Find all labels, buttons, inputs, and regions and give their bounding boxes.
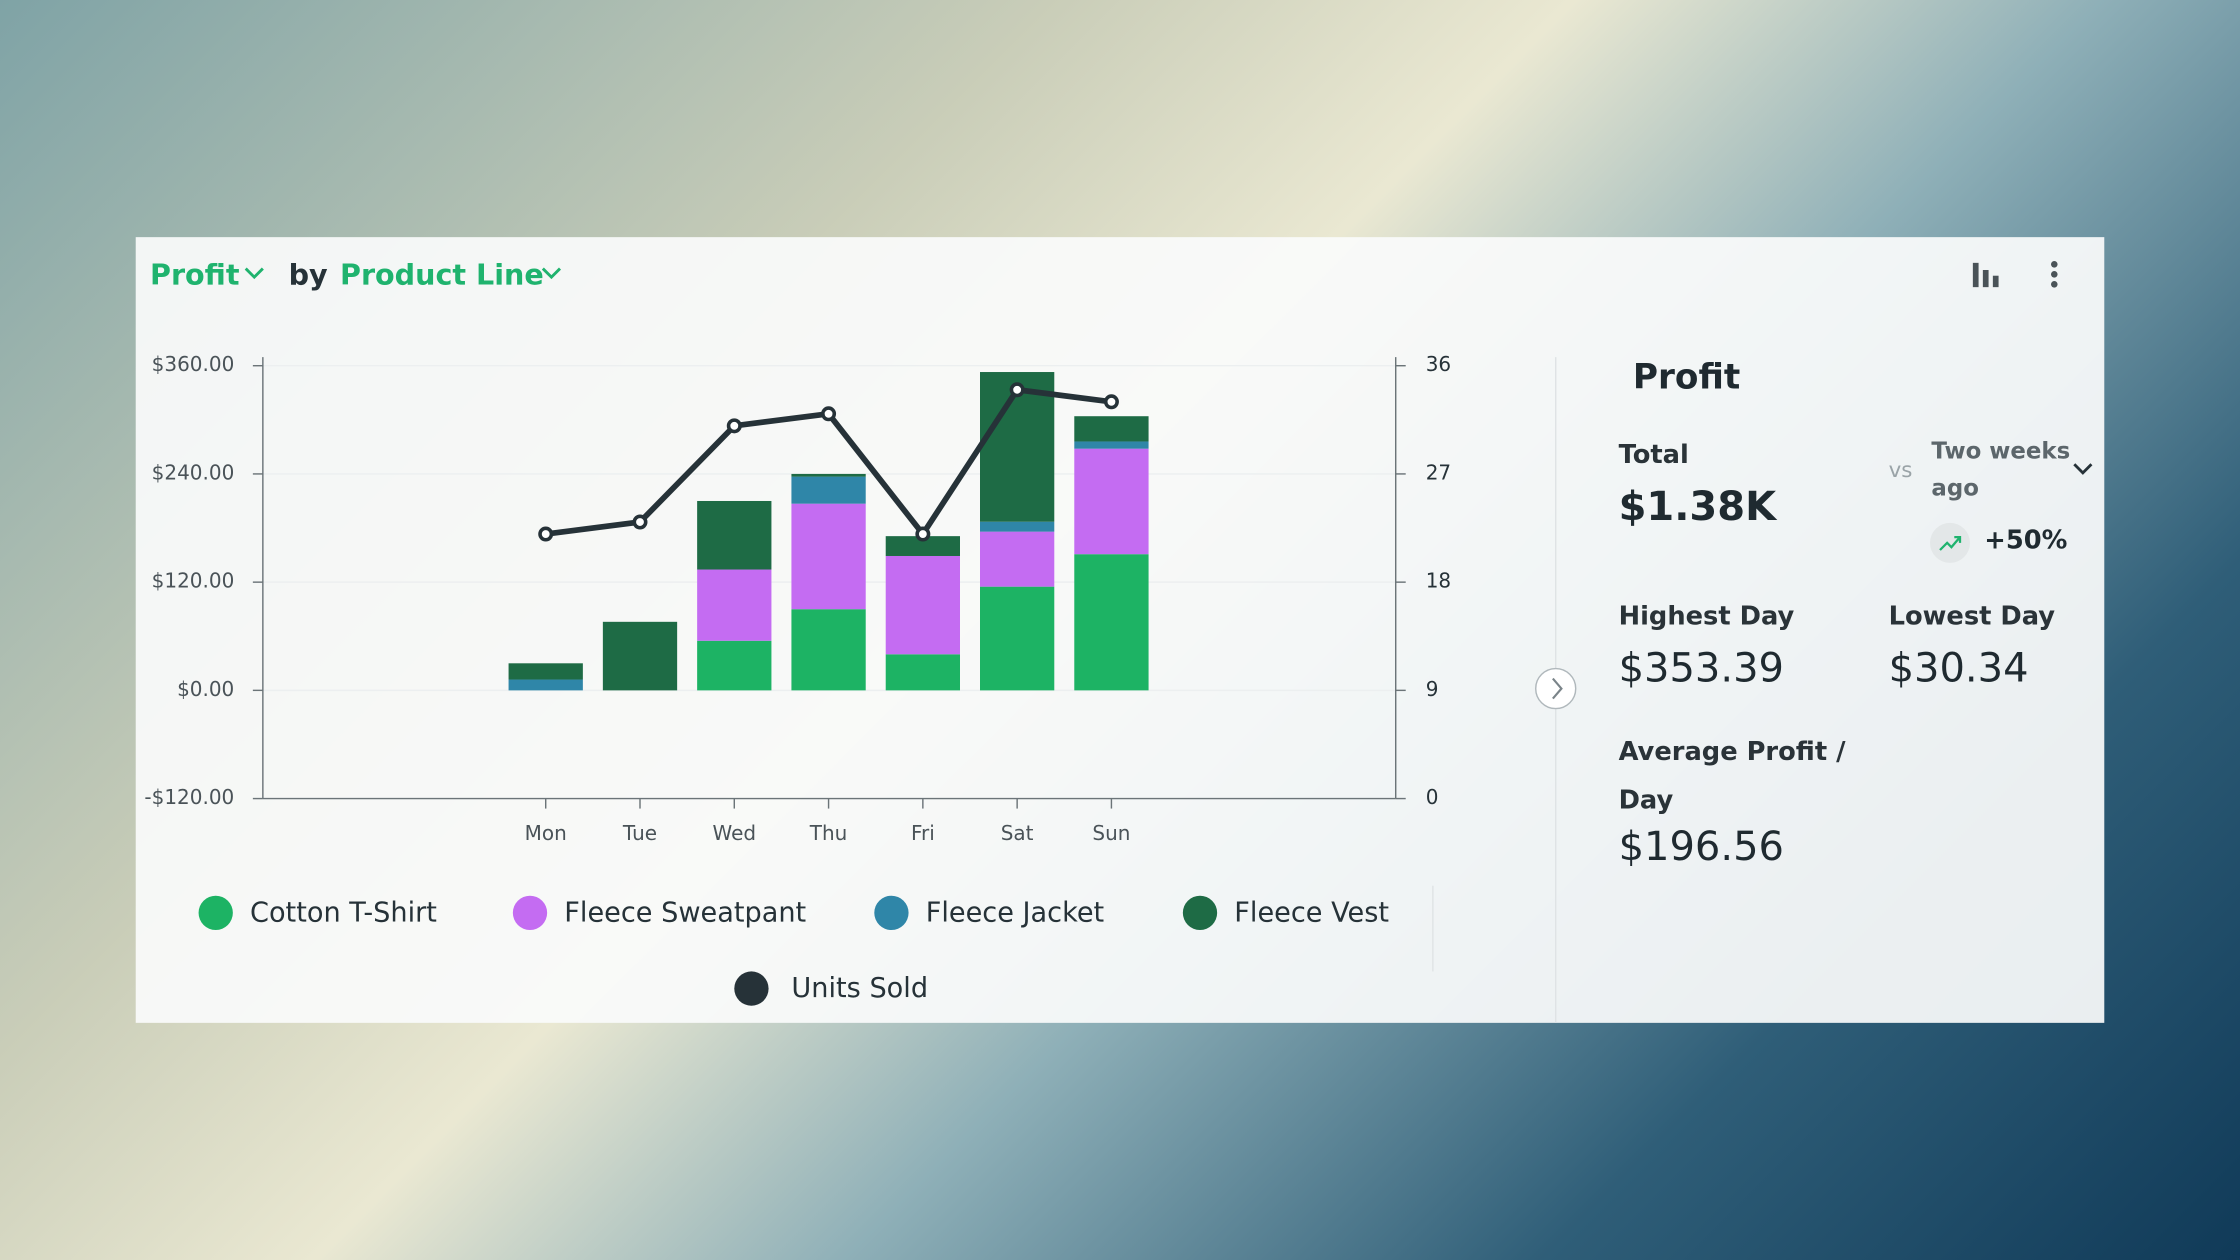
- bar: [508, 679, 583, 691]
- y2-tick-label: 18: [1426, 569, 1451, 593]
- bar: [697, 569, 772, 641]
- legend-label: Fleece Jacket: [925, 897, 1105, 929]
- y-tick-label: $240.00: [152, 460, 235, 484]
- bar: [885, 654, 960, 691]
- bar: [602, 621, 678, 691]
- bar: [979, 586, 1055, 691]
- y-tick-label: $120.00: [152, 569, 235, 593]
- line-point: [632, 514, 648, 530]
- bar: [1074, 448, 1149, 555]
- x-tick-label: Sun: [1092, 821, 1130, 845]
- by-label: by: [288, 257, 328, 292]
- total-label: Total: [1618, 439, 1689, 470]
- trend-badge: [1929, 522, 1970, 563]
- bar: [979, 521, 1055, 532]
- bar: [791, 476, 866, 504]
- legend-label: Cotton T-Shirt: [249, 897, 437, 929]
- legend-swatch: [512, 895, 548, 930]
- x-tick-label: Fri: [911, 821, 935, 845]
- y2-tick-label: 36: [1426, 352, 1451, 376]
- expand-button[interactable]: [1534, 667, 1577, 710]
- compare-select[interactable]: Two weeks ago: [1931, 437, 2071, 502]
- legend-label: Fleece Vest: [1234, 897, 1390, 929]
- x-tick-label: Tue: [622, 821, 657, 845]
- legend-label: Fleece Sweatpant: [564, 897, 807, 929]
- x-tick-label: Wed: [712, 821, 756, 845]
- legend-item[interactable]: Fleece Jacket: [874, 895, 1105, 930]
- line-point: [538, 526, 554, 542]
- legend-label: Units Sold: [791, 972, 929, 1005]
- bar: [1074, 416, 1149, 442]
- bar: [979, 531, 1055, 587]
- x-tick-label: Mon: [525, 821, 567, 845]
- legend-swatch: [1182, 895, 1218, 930]
- lowest-label: Lowest Day: [1888, 601, 2056, 632]
- y2-tick-label: 9: [1426, 677, 1439, 701]
- legend-item[interactable]: Cotton T-Shirt: [198, 895, 437, 930]
- legend-item[interactable]: Fleece Vest: [1182, 895, 1390, 930]
- change-value: +50%: [1984, 525, 2068, 556]
- bar: [697, 640, 772, 691]
- y-tick-label: $360.00: [152, 352, 235, 376]
- menu-icon[interactable]: [2050, 260, 2058, 288]
- chart-type-icon[interactable]: [1972, 262, 1999, 288]
- average-value: $196.56: [1618, 822, 1784, 870]
- total-value: $1.38K: [1618, 482, 1777, 530]
- bar: [885, 555, 960, 655]
- legend-swatch: [198, 895, 233, 930]
- y2-tick-label: 0: [1426, 785, 1439, 809]
- average-label: Average Profit / Day: [1618, 737, 1846, 816]
- bar: [791, 473, 866, 477]
- bar: [508, 663, 583, 680]
- vs-label: vs: [1888, 457, 1913, 483]
- line-point: [726, 418, 742, 434]
- x-tick-label: Sat: [1001, 821, 1034, 845]
- y-tick-label: -$120.00: [144, 785, 234, 809]
- dropdown-icon[interactable]: [541, 267, 562, 280]
- dropdown-icon[interactable]: [2073, 463, 2093, 475]
- y-tick-label: $0.00: [177, 677, 234, 701]
- highest-value: $353.39: [1618, 644, 1784, 692]
- line-point: [821, 406, 837, 422]
- legend-swatch: [734, 971, 769, 1006]
- y2-tick-label: 27: [1426, 460, 1451, 484]
- trend-icon: [1939, 535, 1962, 551]
- panel-title: Profit: [1632, 357, 1741, 398]
- metric-select[interactable]: Profit: [149, 257, 240, 292]
- line-point: [1009, 382, 1025, 398]
- legend-item[interactable]: Units Sold: [734, 971, 929, 1006]
- highest-label: Highest Day: [1618, 601, 1795, 632]
- bar: [1074, 554, 1149, 691]
- arrow-icon: [1552, 677, 1563, 700]
- line-point: [1103, 394, 1119, 410]
- bar: [885, 536, 960, 556]
- lowest-value: $30.34: [1888, 644, 2029, 692]
- bar: [697, 500, 772, 570]
- group-select[interactable]: Product Line: [339, 257, 544, 292]
- dropdown-icon[interactable]: [244, 267, 264, 280]
- legend-item[interactable]: Fleece Sweatpant: [512, 895, 807, 930]
- x-tick-label: Thu: [809, 821, 848, 845]
- bar: [791, 503, 866, 610]
- bar: [1074, 441, 1149, 449]
- bar: [791, 609, 866, 691]
- legend-swatch: [874, 895, 909, 930]
- line-point: [915, 526, 931, 542]
